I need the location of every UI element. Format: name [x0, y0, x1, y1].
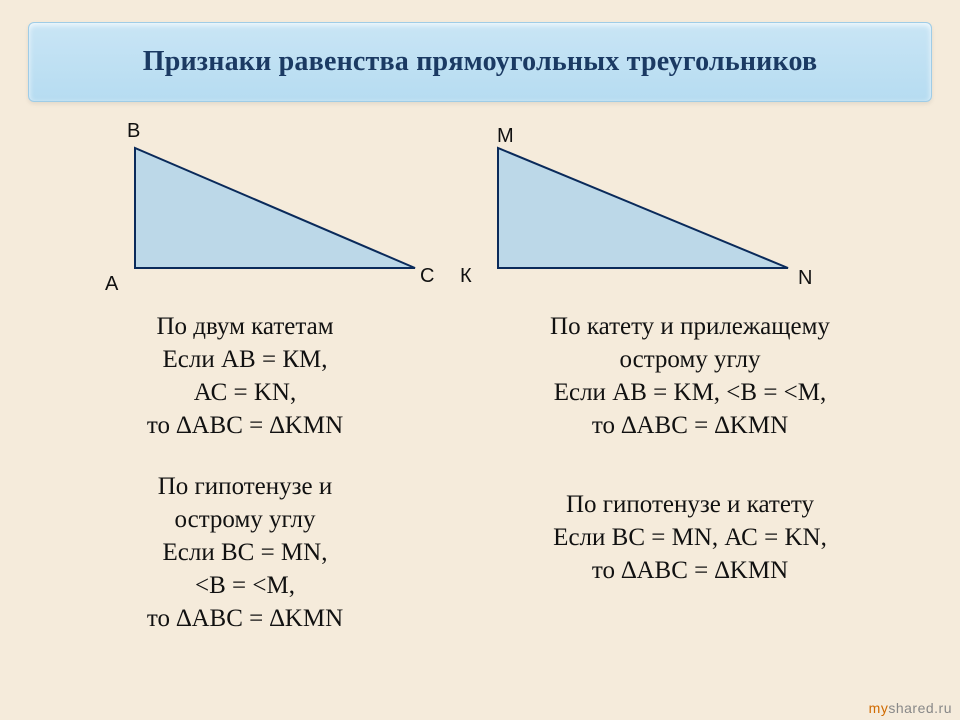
- criterion-hypotenuse-angle: По гипотенузе и острому углу Если ВС = M…: [35, 470, 455, 635]
- triangle-abc: [115, 138, 435, 288]
- text-line: АС = KN,: [35, 376, 455, 409]
- vertex-n-label: N: [798, 267, 812, 290]
- text-line: Если ВС = MN,: [35, 536, 455, 569]
- watermark-right: shared.ru: [888, 700, 952, 716]
- text-line: Если АВ = KM, <B = <M,: [480, 376, 900, 409]
- content-stage: А В С К М N По двум катетам Если АВ = КМ…: [0, 110, 960, 720]
- title-bar: Признаки равенства прямоугольных треугол…: [28, 22, 932, 102]
- vertex-m-label: М: [497, 125, 514, 148]
- criterion-hypotenuse-leg: По гипотенузе и катету Если ВС = MN, АС …: [480, 488, 900, 587]
- text-line: то ∆АВС = ∆KMN: [480, 554, 900, 587]
- vertex-c-label: С: [420, 265, 434, 288]
- vertex-a-label: А: [105, 273, 118, 296]
- text-line: то ∆АВС = ∆KMN: [35, 602, 455, 635]
- text-line: По двум катетам: [35, 310, 455, 343]
- text-line: острому углу: [480, 343, 900, 376]
- triangle-kmn-shape: [498, 148, 788, 268]
- triangle-kmn: [478, 138, 818, 288]
- text-line: <B = <M,: [35, 569, 455, 602]
- text-line: острому углу: [35, 503, 455, 536]
- text-line: Если ВС = MN, АС = KN,: [480, 521, 900, 554]
- criterion-two-legs: По двум катетам Если АВ = КМ, АС = KN, т…: [35, 310, 455, 442]
- watermark: myshared.ru: [869, 700, 952, 716]
- text-line: По катету и прилежащему: [480, 310, 900, 343]
- vertex-b-label: В: [127, 120, 140, 143]
- text-line: Если АВ = КМ,: [35, 343, 455, 376]
- criterion-leg-angle: По катету и прилежащему острому углу Есл…: [480, 310, 900, 442]
- vertex-k-label: К: [460, 265, 472, 288]
- watermark-left: my: [869, 700, 889, 716]
- triangle-abc-shape: [135, 148, 415, 268]
- text-line: По гипотенузе и: [35, 470, 455, 503]
- page-title: Признаки равенства прямоугольных треугол…: [143, 46, 818, 78]
- text-line: По гипотенузе и катету: [480, 488, 900, 521]
- text-line: то ∆АВС = ∆KMN: [480, 409, 900, 442]
- text-line: то ∆АВС = ∆KMN: [35, 409, 455, 442]
